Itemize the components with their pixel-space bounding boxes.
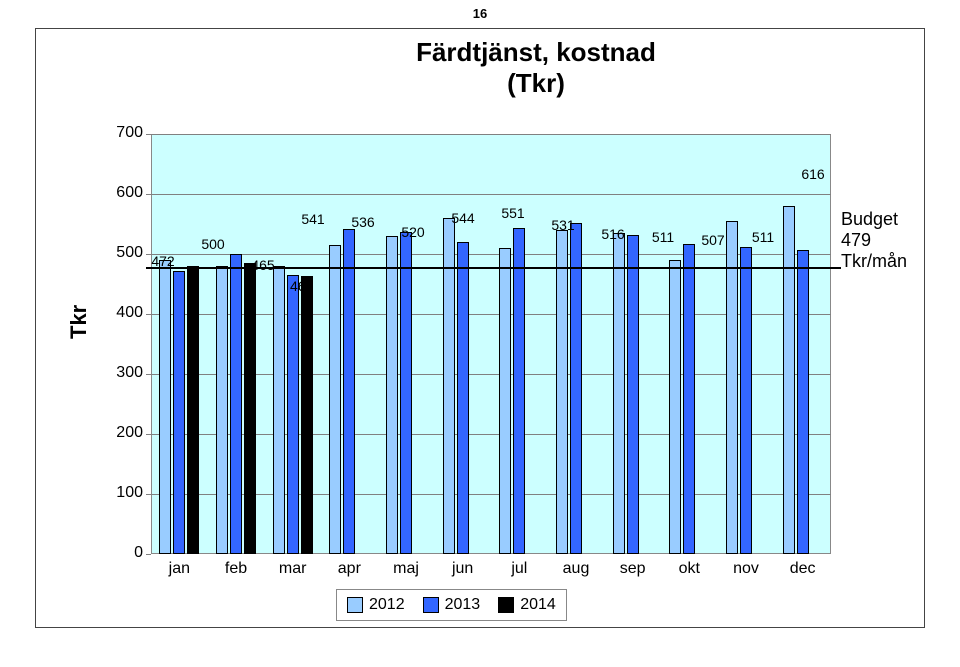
bar-2013 (627, 235, 639, 554)
y-tick-mark (146, 554, 151, 555)
legend-swatch (347, 597, 363, 613)
bar-2013 (173, 271, 185, 554)
legend-item: 2014 (498, 596, 556, 614)
bar-2012 (499, 248, 511, 554)
bar-2013 (513, 228, 525, 554)
legend-swatch (498, 597, 514, 613)
bar-2013 (287, 275, 299, 554)
value-label: 511 (648, 229, 678, 245)
legend-item: 2013 (423, 596, 481, 614)
x-tick-label: apr (324, 560, 374, 578)
y-tick-label: 100 (103, 484, 143, 502)
x-tick-label: sep (608, 560, 658, 578)
y-tick-label: 700 (103, 124, 143, 142)
gridline (151, 134, 831, 135)
legend-label: 2012 (369, 596, 405, 614)
legend-label: 2014 (520, 596, 556, 614)
value-label: 616 (798, 166, 828, 182)
bar-2013 (683, 244, 695, 554)
y-tick-mark (146, 134, 151, 135)
value-label: 511 (748, 229, 778, 245)
bar-2012 (386, 236, 398, 554)
x-tick-label: okt (664, 560, 714, 578)
x-tick-label: maj (381, 560, 431, 578)
y-tick-label: 500 (103, 244, 143, 262)
value-label: 544 (448, 210, 478, 226)
budget-line (146, 267, 841, 269)
legend: 2012 2013 2014 (336, 589, 567, 621)
legend-item: 2012 (347, 596, 405, 614)
y-tick-label: 400 (103, 304, 143, 322)
bar-2012 (556, 230, 568, 554)
legend-label: 2013 (445, 596, 481, 614)
value-label: 463 (287, 278, 317, 294)
bar-2013 (400, 232, 412, 554)
bar-2013 (343, 229, 355, 554)
y-tick-mark (146, 374, 151, 375)
bar-2012 (726, 221, 738, 554)
x-tick-label: feb (211, 560, 261, 578)
y-tick-label: 600 (103, 184, 143, 202)
page-number: 16 (0, 0, 960, 21)
y-tick-mark (146, 434, 151, 435)
value-label: 536 (348, 214, 378, 230)
value-label: 465 (248, 257, 278, 273)
bar-2012 (669, 260, 681, 554)
bar-2013 (457, 242, 469, 554)
y-tick-mark (146, 494, 151, 495)
value-label: 541 (298, 211, 328, 227)
bar-2012 (273, 266, 285, 554)
value-label: 520 (398, 224, 428, 240)
x-tick-label: aug (551, 560, 601, 578)
y-tick-mark (146, 314, 151, 315)
y-tick-mark (146, 194, 151, 195)
x-tick-label: mar (268, 560, 318, 578)
bar-2012 (216, 266, 228, 554)
bar-2014 (187, 266, 199, 554)
value-label: 531 (548, 217, 578, 233)
value-label: 516 (598, 226, 628, 242)
bar-2012 (783, 206, 795, 554)
x-tick-label: jul (494, 560, 544, 578)
y-tick-label: 300 (103, 364, 143, 382)
bar-2013 (570, 223, 582, 554)
gridline (151, 194, 831, 195)
y-axis-label: Tkr (66, 305, 92, 339)
bar-2014 (244, 263, 256, 554)
x-tick-label: nov (721, 560, 771, 578)
y-tick-label: 200 (103, 424, 143, 442)
bar-2012 (159, 260, 171, 554)
chart-title: Färdtjänst, kostnad (Tkr) (336, 37, 736, 99)
x-tick-label: jun (438, 560, 488, 578)
y-tick-label: 0 (103, 544, 143, 562)
value-label: 500 (198, 236, 228, 252)
bar-2012 (613, 233, 625, 554)
x-tick-label: jan (154, 560, 204, 578)
budget-annotation: Budget 479 Tkr/mån (841, 209, 907, 272)
value-label: 507 (698, 232, 728, 248)
value-label: 551 (498, 205, 528, 221)
bar-2013 (740, 247, 752, 554)
bar-2014 (301, 276, 313, 554)
bar-2012 (329, 245, 341, 554)
bar-2013 (797, 250, 809, 554)
x-tick-label: dec (778, 560, 828, 578)
bar-2013 (230, 254, 242, 554)
legend-swatch (423, 597, 439, 613)
chart-frame: Färdtjänst, kostnad (Tkr) Tkr 0 100 200 300… (35, 28, 925, 628)
